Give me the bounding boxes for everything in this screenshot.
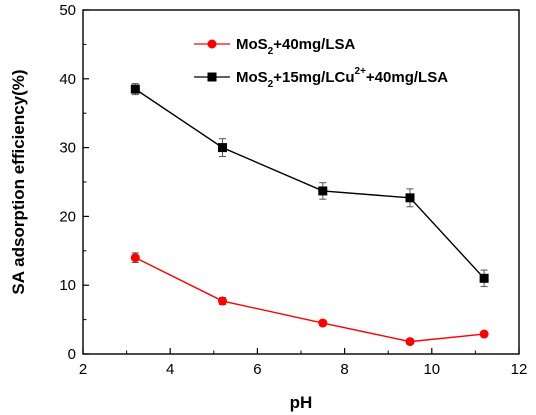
series-1-line	[135, 257, 485, 343]
legend-marker-series-1	[207, 39, 217, 49]
x-tick-label: 12	[511, 361, 528, 378]
series-2-line	[134, 88, 485, 279]
data-point	[130, 253, 140, 263]
data-point	[218, 296, 228, 306]
x-tick-label: 10	[423, 361, 440, 378]
x-tick-label: 4	[166, 361, 174, 378]
legend: MoS2+40mg/LSA MoS2+15mg/LCu2++40mg/LSA	[194, 36, 448, 90]
y-tick-label: 0	[68, 346, 76, 363]
data-point	[130, 84, 140, 94]
series-2	[130, 83, 489, 288]
y-axis-title: SA adsorption efficiency(%)	[9, 69, 28, 294]
series-layer	[130, 83, 489, 347]
data-point	[479, 329, 489, 339]
data-point	[405, 193, 415, 203]
legend-marker-series-2	[207, 72, 217, 82]
y-tick-label: 50	[59, 2, 76, 19]
y-tick-label: 30	[59, 140, 76, 157]
legend-label-series-1: MoS2+40mg/LSA	[236, 36, 356, 57]
data-point	[318, 318, 328, 328]
data-point	[479, 273, 489, 283]
legend-item-series-1: MoS2+40mg/LSA	[194, 36, 356, 57]
x-tick-label: 2	[79, 361, 87, 378]
legend-label-series-2: MoS2+15mg/LCu2++40mg/LSA	[236, 66, 448, 90]
data-point	[218, 143, 228, 153]
axis-ticks: 2 4 6 8 10 12 0 10 20 30 40 50	[59, 2, 527, 378]
plot-area: 2 4 6 8 10 12 0 10 20 30 40 50	[59, 2, 527, 378]
legend-item-series-2: MoS2+15mg/LCu2++40mg/LSA	[194, 66, 448, 90]
x-axis-title: pH	[290, 393, 313, 412]
x-tick-label: 6	[253, 361, 261, 378]
y-tick-label: 20	[59, 208, 76, 225]
data-point	[405, 337, 415, 347]
y-tick-label: 10	[59, 277, 76, 294]
series-1	[130, 252, 489, 347]
y-tick-label: 40	[59, 71, 76, 88]
x-tick-label: 8	[340, 361, 348, 378]
data-point	[318, 186, 328, 196]
